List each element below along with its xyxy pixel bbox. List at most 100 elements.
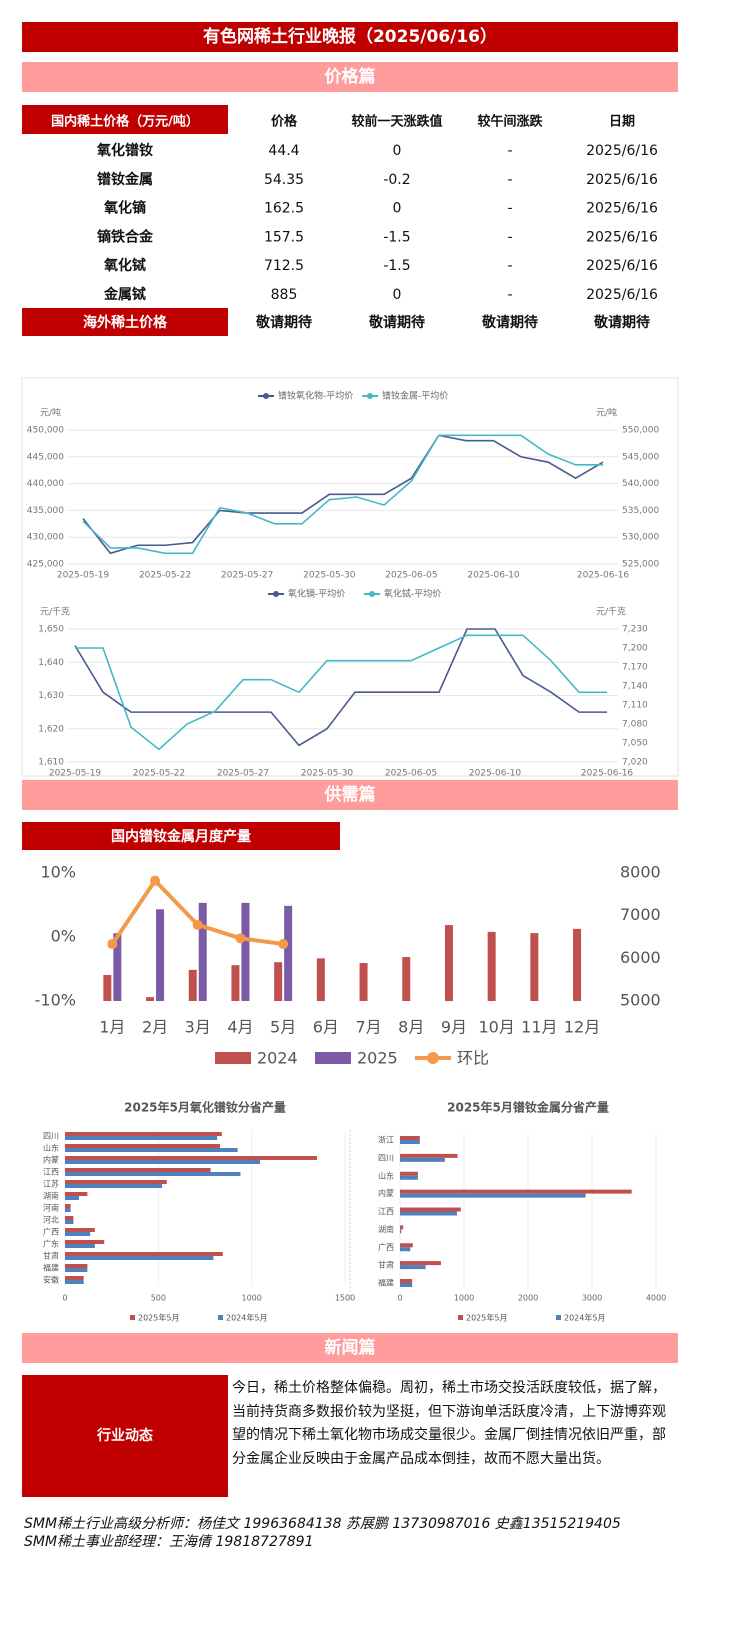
table-header-cell	[22, 308, 228, 336]
x-tick-label: 2025-05-27	[221, 571, 273, 581]
point	[150, 875, 161, 886]
bar	[65, 1132, 222, 1136]
x-tick-label: 8月	[398, 1018, 424, 1037]
y-tick-label: 450,000	[27, 426, 64, 436]
y2-tick-label: 535,000	[622, 506, 659, 516]
bar	[113, 933, 122, 1001]
x-tick-label: 2000	[518, 1294, 538, 1303]
legend-swatch	[218, 1315, 223, 1320]
y-tick-label: 440,000	[27, 479, 64, 489]
legend-swatch	[367, 393, 373, 399]
y-tick-label: 1,620	[38, 724, 64, 734]
x-tick-label: 2025-05-19	[49, 769, 102, 779]
y-tick-label: 0%	[51, 927, 76, 946]
bar	[274, 962, 283, 1001]
bar	[402, 957, 411, 1001]
y-tick-label: 山东	[378, 1170, 394, 1180]
y2-tick-label: 545,000	[622, 452, 659, 462]
y-tick-label: 湖南	[43, 1191, 59, 1201]
y-tick-label: 1,630	[38, 691, 64, 701]
legend-swatch	[263, 393, 269, 399]
legend-label: 氧化镝-平均价	[288, 588, 345, 600]
legend-swatch	[369, 591, 375, 597]
legend-label: 环比	[457, 1049, 489, 1068]
column-header: 较前一天涨跌值	[351, 114, 442, 130]
bar	[400, 1283, 413, 1287]
bar	[65, 1168, 211, 1172]
bar	[400, 1229, 402, 1234]
legend-swatch	[556, 1315, 561, 1320]
x-tick-label: 4000	[646, 1294, 666, 1303]
y-tick-label: 浙江	[378, 1135, 394, 1145]
bar	[530, 933, 539, 1001]
table-cell: 海外稀土价格	[83, 314, 168, 331]
table-cell: 157.5	[264, 229, 304, 245]
chart-title: 2025年5月镨钕金属分省产量	[447, 1100, 609, 1115]
x-tick-label: 10月	[478, 1018, 514, 1037]
bar	[65, 1184, 163, 1188]
y2-tick-label: 550,000	[622, 426, 659, 436]
y-tick-label: 江苏	[43, 1179, 59, 1189]
y2-tick-label: 7,080	[622, 720, 648, 730]
bar	[487, 931, 496, 1001]
bar	[65, 1228, 95, 1232]
bar	[359, 963, 368, 1001]
table-cell: 54.35	[264, 172, 304, 188]
bar	[65, 1232, 91, 1236]
bar	[573, 928, 582, 1001]
y-tick-label: 内蒙	[378, 1188, 394, 1198]
legend-swatch	[273, 591, 279, 597]
legend-label: 2024	[257, 1049, 298, 1068]
legend-label: 氧化铽-平均价	[384, 588, 441, 600]
y2-tick-label: 525,000	[622, 560, 659, 570]
bar	[400, 1157, 445, 1162]
header-title: 有色网稀土行业晚报（2025/06/16）	[203, 26, 497, 47]
bar	[65, 1256, 214, 1260]
table-cell: 2025/6/16	[586, 201, 658, 217]
y-tick-label: 430,000	[27, 533, 64, 543]
bar	[284, 905, 293, 1001]
table-cell: 162.5	[264, 201, 304, 217]
section-title: 新闻篇	[325, 1337, 376, 1358]
bar	[400, 1265, 426, 1270]
y2-tick-label: 7,230	[622, 625, 648, 635]
line-series	[82, 434, 604, 555]
column-header: 价格	[271, 114, 298, 130]
y-tick-label: 1,610	[38, 758, 64, 768]
legend-swatch	[427, 1052, 439, 1064]
bar	[65, 1192, 88, 1196]
x-tick-label: 2025-06-10	[467, 571, 520, 581]
chart-title: 国内镨钕金属月度产量	[111, 828, 251, 845]
bar	[231, 965, 240, 1001]
y-tick-label: 甘肃	[378, 1260, 394, 1270]
table-cell: 镝铁合金	[97, 228, 154, 245]
y2-axis-unit: 元/千克	[596, 607, 626, 618]
line-series	[110, 878, 284, 947]
x-tick-label: 2025-06-10	[469, 769, 522, 779]
table-cell: -	[507, 229, 512, 245]
table-cell: -	[507, 287, 512, 303]
y2-tick-label: 7,140	[622, 682, 648, 692]
table-cell: -1.5	[383, 258, 410, 274]
line-series	[74, 628, 607, 747]
y-tick-label: 435,000	[27, 506, 64, 516]
y-tick-label: 福建	[43, 1263, 59, 1273]
bar	[65, 1160, 261, 1164]
table-cell: -	[507, 201, 512, 217]
table-cell: 885	[271, 287, 298, 303]
bar	[400, 1207, 461, 1212]
x-tick-label: 1月	[99, 1018, 125, 1037]
x-tick-label: 9月	[441, 1018, 467, 1037]
table-cell: -0.2	[383, 172, 410, 188]
bar	[400, 1279, 413, 1283]
x-tick-label: 1000	[241, 1294, 261, 1303]
point	[278, 939, 289, 950]
legend-swatch	[315, 1052, 351, 1064]
x-tick-label: 2025-05-22	[139, 571, 191, 581]
table-header-cell	[22, 105, 228, 134]
y-tick-label: 广东	[43, 1239, 59, 1249]
column-header: 国内稀土价格（万元/吨）	[51, 114, 199, 130]
bar	[316, 958, 325, 1001]
bar	[65, 1144, 220, 1148]
